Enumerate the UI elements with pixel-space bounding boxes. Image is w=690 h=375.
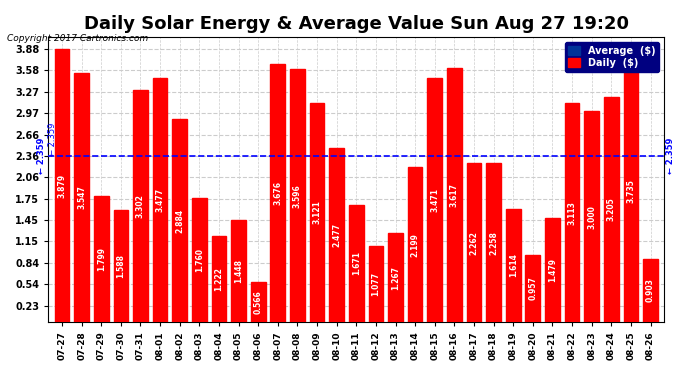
Bar	[94, 196, 108, 322]
Text: 0.957: 0.957	[529, 276, 538, 300]
Text: 2.262: 2.262	[469, 231, 478, 255]
Bar	[564, 103, 580, 322]
Bar	[192, 198, 207, 322]
Text: 0.903: 0.903	[646, 278, 655, 302]
Text: 1.267: 1.267	[391, 266, 400, 290]
Text: ← 2.359: ← 2.359	[667, 138, 676, 174]
Text: 1.614: 1.614	[509, 254, 518, 277]
Bar	[427, 78, 442, 322]
Bar	[545, 218, 560, 322]
Text: 2.258: 2.258	[489, 231, 498, 255]
Bar	[624, 60, 638, 322]
Bar	[466, 163, 482, 322]
Text: 3.547: 3.547	[77, 186, 86, 209]
Bar	[447, 68, 462, 322]
Bar	[526, 255, 540, 322]
Text: ← 2.359: ← 2.359	[48, 123, 57, 156]
Bar	[75, 73, 89, 322]
Text: 1.479: 1.479	[548, 258, 557, 282]
Bar	[212, 236, 226, 322]
Bar	[388, 233, 403, 322]
Text: 2.884: 2.884	[175, 209, 184, 233]
Text: 1.222: 1.222	[215, 267, 224, 291]
Bar	[486, 164, 501, 322]
Bar	[270, 64, 285, 322]
Text: 3.205: 3.205	[607, 198, 616, 221]
Bar	[310, 103, 324, 322]
Bar	[231, 220, 246, 322]
Text: 1.760: 1.760	[195, 248, 204, 272]
Text: 3.617: 3.617	[450, 183, 459, 207]
Bar	[643, 259, 658, 322]
Text: 2.199: 2.199	[411, 233, 420, 257]
Title: Daily Solar Energy & Average Value Sun Aug 27 19:20: Daily Solar Energy & Average Value Sun A…	[83, 15, 629, 33]
Text: 3.121: 3.121	[313, 201, 322, 224]
Text: 3.596: 3.596	[293, 184, 302, 207]
Text: 0.566: 0.566	[254, 290, 263, 314]
Text: 1.077: 1.077	[371, 272, 380, 296]
Text: 3.302: 3.302	[136, 194, 145, 218]
Bar	[506, 209, 520, 322]
Bar	[114, 210, 128, 322]
Text: Copyright 2017 Cartronics.com: Copyright 2017 Cartronics.com	[7, 34, 148, 43]
Bar	[133, 90, 148, 322]
Text: 1.588: 1.588	[117, 254, 126, 278]
Text: 2.477: 2.477	[332, 223, 341, 247]
Bar	[584, 111, 599, 322]
Text: 3.676: 3.676	[273, 181, 282, 205]
Legend: Average  ($), Daily  ($): Average ($), Daily ($)	[564, 42, 660, 72]
Text: 3.000: 3.000	[587, 205, 596, 229]
Text: 1.671: 1.671	[352, 251, 361, 275]
Bar	[290, 69, 305, 322]
Text: 3.477: 3.477	[156, 188, 165, 212]
Text: 3.471: 3.471	[431, 188, 440, 212]
Text: 3.735: 3.735	[627, 179, 635, 203]
Bar	[349, 205, 364, 322]
Bar	[55, 50, 70, 322]
Bar	[251, 282, 266, 322]
Text: ← 2.359: ← 2.359	[37, 138, 46, 174]
Text: 3.113: 3.113	[568, 201, 577, 225]
Text: 1.448: 1.448	[234, 259, 243, 283]
Bar	[172, 119, 187, 322]
Text: 1.799: 1.799	[97, 247, 106, 271]
Bar	[368, 246, 383, 322]
Bar	[408, 168, 422, 322]
Bar	[152, 78, 168, 322]
Text: 3.879: 3.879	[57, 174, 66, 198]
Bar	[329, 148, 344, 322]
Bar	[604, 97, 619, 322]
